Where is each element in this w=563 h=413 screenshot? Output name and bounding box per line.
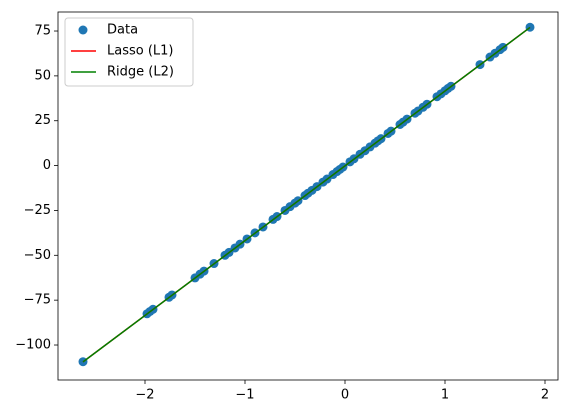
x-tick-label: 1 <box>441 388 449 403</box>
legend-marker <box>78 25 88 35</box>
legend-label: Ridge (L2) <box>107 65 174 80</box>
x-tick-label: −2 <box>135 388 154 403</box>
y-tick-label: −75 <box>24 293 51 308</box>
legend: Data Lasso (L1) Ridge (L2) <box>64 17 194 87</box>
y-tick-label: −100 <box>15 338 51 353</box>
y-tick-label: −25 <box>24 203 51 218</box>
y-tick-label: −50 <box>24 248 51 263</box>
y-tick-label: 25 <box>34 113 51 128</box>
legend-label: Data <box>107 23 138 38</box>
legend-label: Lasso (L1) <box>107 44 174 59</box>
x-tick-label: 2 <box>541 388 549 403</box>
x-tick-label: −1 <box>235 388 254 403</box>
axes-frame <box>57 11 559 381</box>
legend-box <box>64 17 194 87</box>
y-tick-label: 50 <box>34 68 51 83</box>
y-tick-label: 75 <box>34 24 51 39</box>
y-tick-label: 0 <box>43 158 51 173</box>
x-tick-label: 0 <box>341 388 349 403</box>
fit-line <box>82 26 531 363</box>
